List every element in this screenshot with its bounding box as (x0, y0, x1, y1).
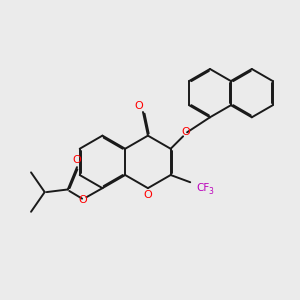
Text: O: O (135, 101, 143, 111)
Text: 3: 3 (208, 187, 213, 196)
Text: O: O (73, 155, 81, 165)
Text: O: O (182, 127, 190, 137)
Text: CF: CF (196, 183, 209, 193)
Text: O: O (143, 190, 152, 200)
Text: O: O (79, 195, 88, 205)
